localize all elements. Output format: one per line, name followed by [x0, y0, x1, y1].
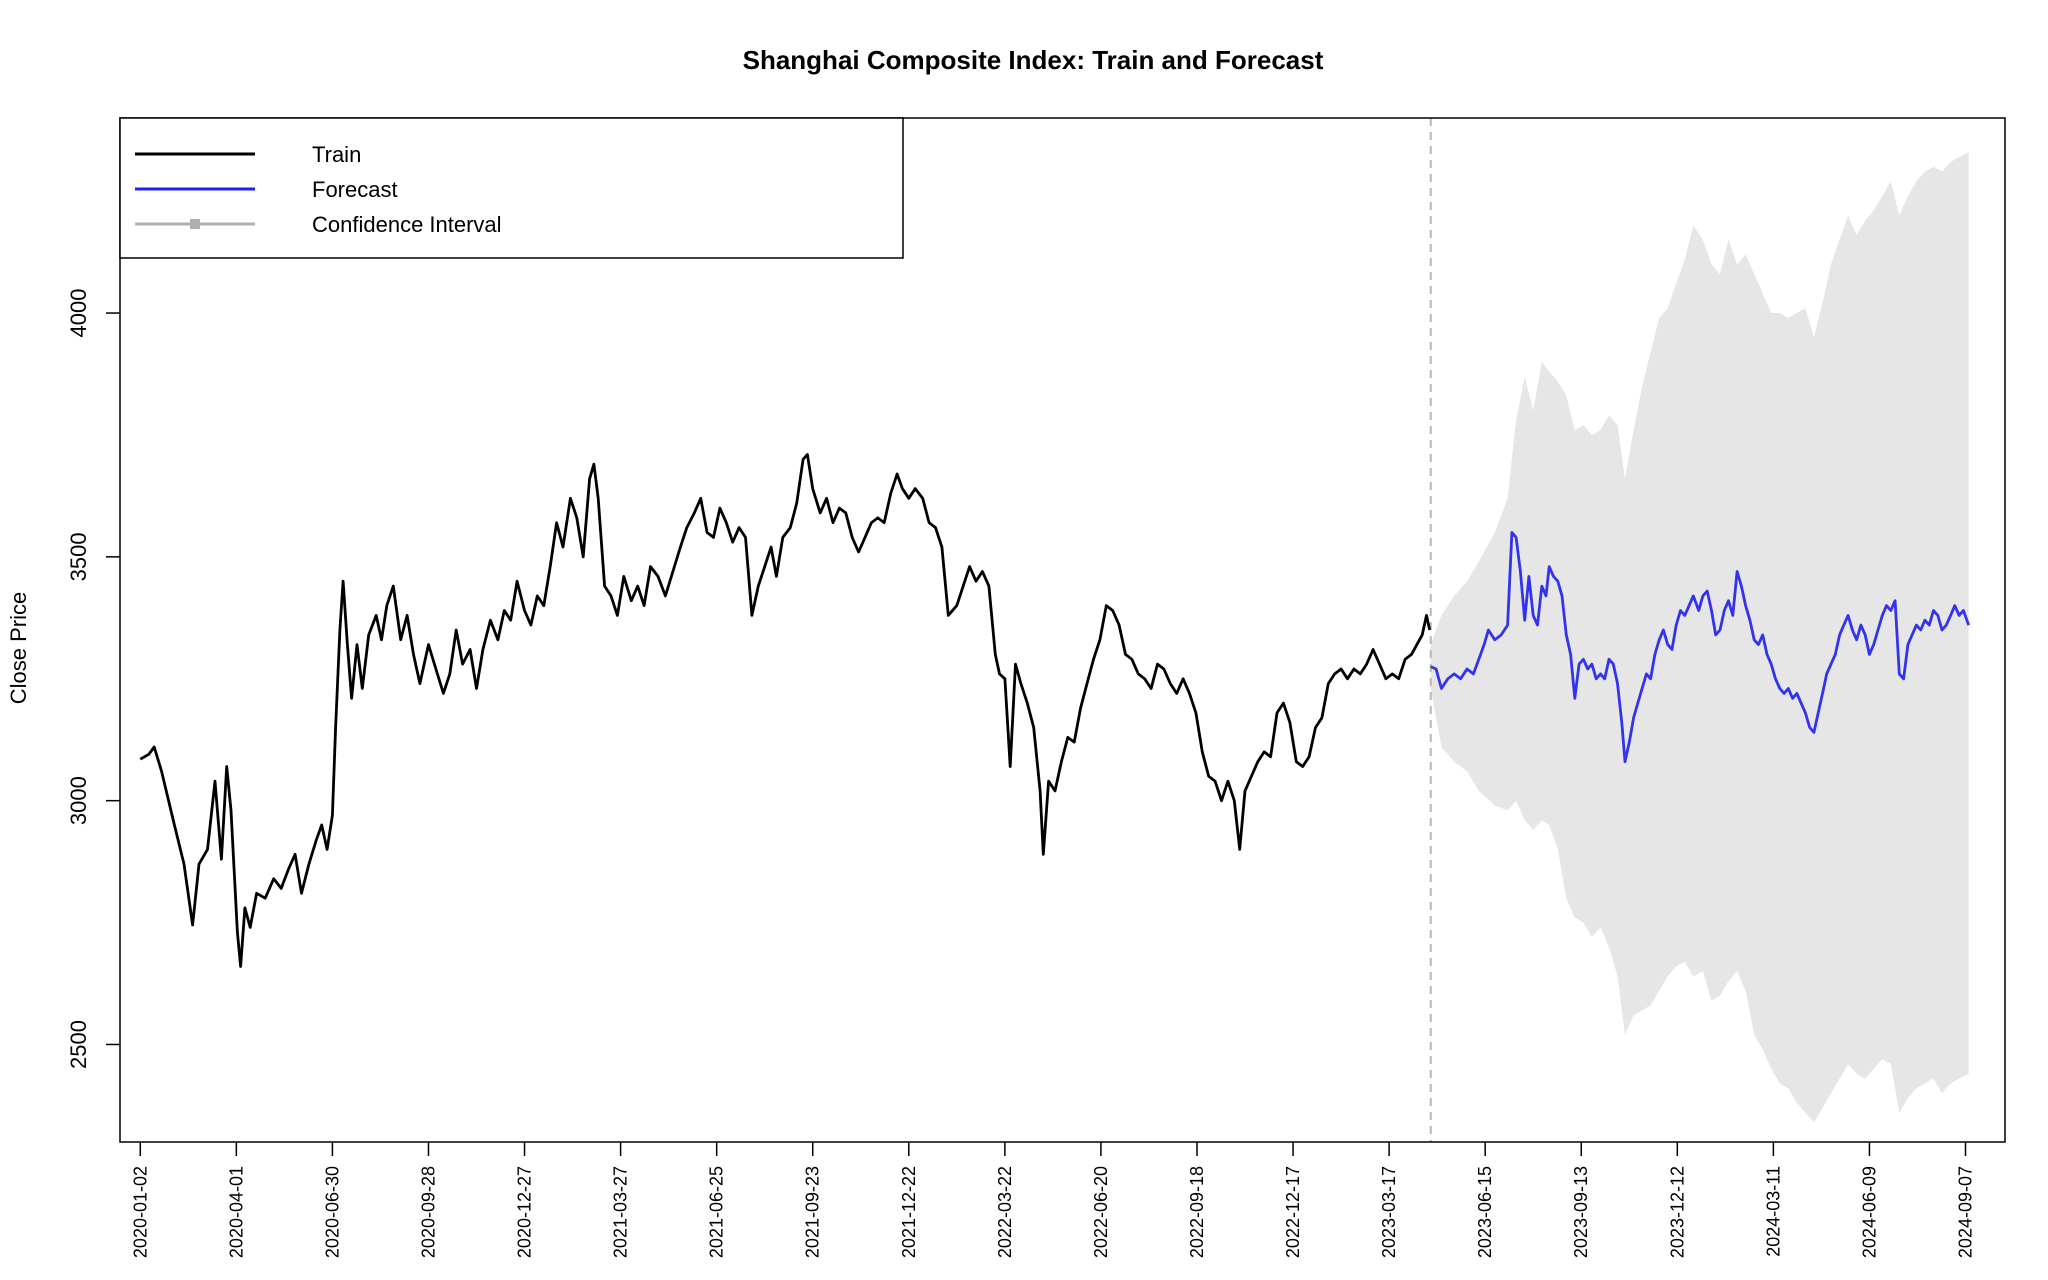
x-tick-label-2022-12-17: 2022-12-17	[1283, 1166, 1303, 1258]
x-tick-label-2020-04-01: 2020-04-01	[226, 1166, 246, 1258]
plot-frame	[119, 117, 2006, 1143]
x-tick-label-2020-06-30: 2020-06-30	[322, 1166, 342, 1258]
y-tick-label-3500: 3500	[66, 532, 91, 581]
series-line-forecast	[1430, 531, 1971, 764]
legend-train-label: Train	[312, 142, 361, 167]
x-tick-label-2021-06-25: 2021-06-25	[707, 1166, 727, 1258]
x-tick-label-2024-03-11: 2024-03-11	[1763, 1166, 1783, 1257]
x-tick-label-2024-09-07: 2024-09-07	[1956, 1166, 1976, 1258]
y-tick-label-2500: 2500	[66, 1020, 91, 1069]
x-tick-label-2023-06-15: 2023-06-15	[1475, 1166, 1495, 1258]
legend-forecast-label: Forecast	[312, 177, 398, 202]
x-tick-label-2024-06-09: 2024-06-09	[1859, 1166, 1879, 1258]
y-tick-label-3000: 3000	[66, 776, 91, 825]
y-axis-label: Close Price	[6, 592, 31, 704]
x-tick-label-2020-09-28: 2020-09-28	[418, 1166, 438, 1258]
confidence-band	[1430, 152, 1969, 1123]
legend: Train Forecast Confidence Interval	[119, 117, 904, 259]
x-tick-label-2023-03-17: 2023-03-17	[1379, 1166, 1399, 1258]
x-tick-label-2023-09-13: 2023-09-13	[1571, 1166, 1591, 1258]
plot-area	[139, 118, 1971, 1142]
x-tick-label-2021-12-22: 2021-12-22	[899, 1166, 919, 1258]
legend-ci-marker	[190, 219, 200, 229]
y-tick-label-4000: 4000	[66, 289, 91, 338]
x-tick-label-2020-12-27: 2020-12-27	[515, 1166, 535, 1258]
x-tick-label-2020-01-02: 2020-01-02	[130, 1166, 150, 1258]
legend-ci-label: Confidence Interval	[312, 212, 502, 237]
series-line-train	[139, 453, 1432, 968]
x-tick-label-2021-03-27: 2021-03-27	[611, 1166, 631, 1258]
x-tick-label-2022-06-20: 2022-06-20	[1091, 1166, 1111, 1258]
x-tick-label-2023-12-12: 2023-12-12	[1667, 1166, 1687, 1258]
chart-title: Shanghai Composite Index: Train and Fore…	[743, 45, 1324, 75]
x-tick-label-2021-09-23: 2021-09-23	[803, 1166, 823, 1258]
x-tick-label-2022-03-22: 2022-03-22	[995, 1166, 1015, 1258]
x-tick-label-2022-09-18: 2022-09-18	[1187, 1166, 1207, 1258]
